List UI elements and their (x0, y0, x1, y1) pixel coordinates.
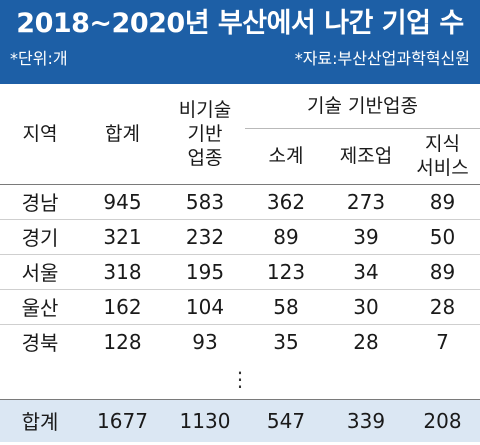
cell-region: 경북 (21, 331, 59, 355)
cell-total: 128 (103, 329, 142, 354)
cell-subtotal: 123 (266, 259, 306, 284)
cell-subtotal: 362 (245, 183, 327, 219)
cell-subtotal: 35 (273, 329, 299, 354)
cell-knowledge: 89 (405, 183, 480, 219)
table-row: 경북 128 93 35 28 7 (0, 324, 480, 359)
totals-row: 합계 1677 1130 547 339 208 (0, 399, 480, 442)
cell-non-tech: 104 (185, 294, 225, 319)
col-subtotal: 소계 (268, 145, 304, 167)
col-knowledge-line2: 서비스 (416, 157, 469, 179)
col-region: 지역 (22, 122, 58, 145)
cell-manufacturing: 30 (353, 294, 379, 319)
source-note: *자료:부산산업과학혁신원 (294, 49, 470, 68)
col-knowledge: 지식 서비스 (405, 128, 480, 184)
ellipsis-row: ⋮ (0, 358, 480, 400)
cell-region: 서울 (21, 261, 59, 285)
cell-manufacturing: 273 (327, 183, 405, 219)
totals-total: 1677 (80, 399, 165, 442)
cell-non-tech: 583 (165, 183, 245, 219)
totals-knowledge: 208 (405, 399, 480, 442)
cell-total: 945 (80, 183, 165, 219)
cell-total: 321 (103, 224, 142, 249)
cell-non-tech: 93 (192, 329, 218, 354)
cell-knowledge: 50 (429, 224, 456, 249)
cell-manufacturing: 39 (353, 224, 379, 249)
ellipsis: ⋮ (0, 358, 480, 400)
table-row: 경남 945 583 362 273 89 (0, 183, 480, 219)
totals-non-tech: 1130 (165, 399, 245, 442)
cell-knowledge: 89 (429, 259, 456, 284)
col-non-tech-line2: 기반 (187, 122, 223, 145)
table-row: 울산 162 104 58 30 28 (0, 289, 480, 324)
col-tech-group: 기술 기반업종 (245, 84, 480, 129)
cell-region: 경남 (0, 183, 80, 219)
col-non-tech-line1: 비기술 (178, 98, 232, 121)
table-row: 경기 321 232 89 39 50 (0, 219, 480, 254)
cell-manufacturing: 28 (353, 329, 379, 354)
cell-subtotal: 58 (273, 294, 299, 319)
table-header-banner: 2018~2020년 부산에서 나간 기업 수 *단위:개 *자료:부산산업과학… (0, 0, 480, 84)
totals-label: 합계 (0, 399, 80, 442)
col-manufacturing: 제조업 (339, 145, 393, 167)
data-table: 지역 합계 비기술 기반 업종 기술 기반업종 소계 제조업 지식 서비스 경남… (0, 84, 480, 442)
cell-region: 경기 (21, 226, 59, 250)
col-knowledge-line1: 지식 (425, 133, 460, 155)
col-non-tech: 비기술 기반 업종 (165, 84, 245, 184)
cell-non-tech: 232 (185, 224, 225, 249)
cell-subtotal: 89 (273, 224, 299, 249)
cell-knowledge: 7 (436, 329, 449, 354)
totals-subtotal: 547 (245, 399, 327, 442)
cell-total: 162 (103, 294, 142, 319)
totals-manufacturing: 339 (327, 399, 405, 442)
cell-total: 318 (103, 259, 142, 284)
col-non-tech-line3: 업종 (187, 146, 223, 169)
col-total: 합계 (105, 122, 140, 145)
cell-region: 울산 (21, 296, 59, 320)
unit-note: *단위:개 (10, 49, 68, 68)
cell-manufacturing: 34 (353, 259, 379, 284)
cell-non-tech: 195 (185, 259, 225, 284)
table-title: 2018~2020년 부산에서 나간 기업 수 (16, 8, 464, 39)
table-row: 서울 318 195 123 34 89 (0, 254, 480, 289)
cell-knowledge: 28 (429, 294, 456, 319)
